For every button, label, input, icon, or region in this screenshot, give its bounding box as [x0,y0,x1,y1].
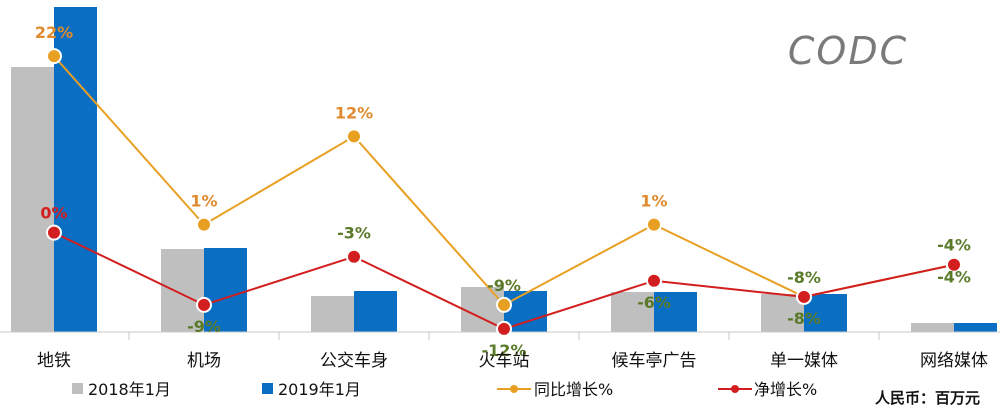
point-net-4 [646,272,662,289]
unit-label: 人民币：百万元 [875,389,980,407]
point-yoy-4 [646,216,662,233]
label-net-2: -3% [337,224,371,243]
legend-item-2019-label: 2019年1月 [278,380,361,399]
bar-2019-0 [54,7,97,332]
bar-2019-1 [204,248,247,332]
point-yoy-0 [46,48,62,65]
bar-2019-2 [354,291,397,332]
label-net-6: -4% [937,268,971,287]
category-label-3: 火车站 [479,351,530,371]
legend-item-2019-swatch [262,383,273,394]
bar-2018-4 [611,292,654,332]
point-net-6 [946,256,962,273]
point-yoy-2 [346,128,362,145]
category-label-0: 地铁 [37,351,71,371]
label-yoy-0: 22% [35,23,73,42]
point-net-3 [496,320,512,337]
bar-2018-6 [911,323,954,332]
point-net-1 [196,296,212,313]
bar-2019-4 [654,292,697,332]
label-yoy-5: -8% [787,268,821,287]
point-net-2 [346,248,362,265]
legend-item-yoy-swatch-dot [510,385,518,393]
bars-layer [11,7,997,332]
point-net-0 [46,224,62,241]
label-net-0: 0% [40,204,67,223]
point-labels-layer: 22% 1% 12% -9% 1% -8% -4% 0% -9% -3% -12% -6% -8% -4% [35,23,971,360]
legend: 2018年1月 2019年1月 同比增长% 净增长% [72,380,817,399]
category-label-6: 网络媒体 [920,351,988,371]
bar-2018-1 [161,249,204,332]
label-yoy-1: 1% [190,192,217,211]
label-net-4: -6% [637,293,671,312]
label-net-3: -12% [482,341,527,360]
category-label-5: 单一媒体 [770,351,838,371]
bar-2018-0 [11,67,54,332]
label-yoy-6: -4% [937,236,971,255]
legend-item-2018-swatch [72,383,83,394]
lines-layer [46,48,962,337]
bar-2018-2 [311,296,354,332]
category-label-2: 公交车身 [320,351,388,371]
point-yoy-1 [196,216,212,233]
bar-2019-3 [504,291,547,332]
label-yoy-2: 12% [335,103,373,122]
bar-2019-6 [954,323,997,332]
category-label-4: 候车亭广告 [612,351,697,371]
logo-text: CODC [788,29,908,73]
x-axis-ticks [128,332,880,340]
legend-item-net-label: 净增长% [754,380,817,399]
point-net-5 [796,288,812,305]
label-yoy-4: 1% [640,192,667,211]
legend-item-2018-label: 2018年1月 [88,380,171,399]
category-labels: 地铁 机场 公交车身 火车站 候车亭广告 单一媒体 网络媒体 [37,351,988,371]
legend-item-net-swatch-dot [731,385,739,393]
point-yoy-3 [496,296,512,313]
label-yoy-3: -9% [487,276,521,295]
label-net-5: -8% [787,309,821,328]
category-label-1: 机场 [187,351,221,371]
label-net-1: -9% [187,317,221,336]
legend-item-yoy-label: 同比增长% [534,380,613,399]
